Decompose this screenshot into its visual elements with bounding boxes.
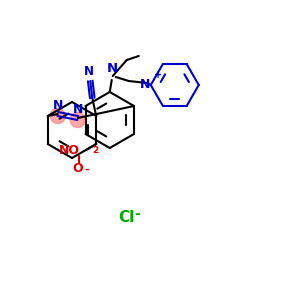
Text: 2: 2 <box>92 146 98 155</box>
Circle shape <box>50 109 65 124</box>
Text: NO: NO <box>59 145 80 158</box>
Text: N: N <box>52 99 63 112</box>
Text: Cl: Cl <box>118 211 134 226</box>
Text: +: + <box>154 70 162 80</box>
Text: N: N <box>84 65 94 78</box>
Circle shape <box>70 112 85 128</box>
Text: N: N <box>107 62 118 75</box>
Text: O: O <box>72 162 83 175</box>
Text: N: N <box>140 77 150 91</box>
Text: -: - <box>84 165 89 175</box>
Text: -: - <box>134 207 140 221</box>
Text: N: N <box>73 103 83 116</box>
